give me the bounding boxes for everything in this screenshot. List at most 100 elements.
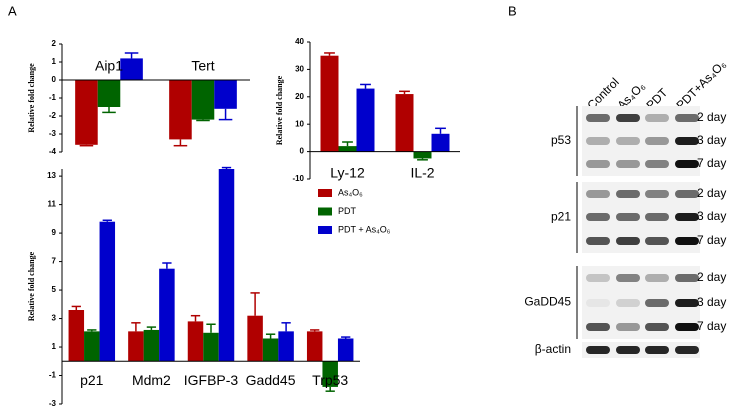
bar	[320, 55, 339, 152]
y-tick-label: 0	[52, 75, 57, 84]
bar	[262, 338, 279, 362]
y-tick-label: 5	[52, 285, 57, 294]
y-tick-label: 11	[48, 200, 57, 209]
legend-label: PDT + As₄O₆	[338, 224, 391, 234]
bar	[431, 133, 450, 152]
time-label: 2 day	[697, 110, 726, 124]
loading-control-label: β-actin	[535, 342, 571, 356]
blot-band	[616, 160, 640, 168]
y-tick-label: 40	[295, 37, 304, 46]
legend-swatch	[318, 207, 332, 216]
blot-band	[675, 190, 699, 198]
blot-band	[645, 114, 669, 122]
bar	[247, 315, 263, 362]
blot-band	[675, 213, 699, 221]
blot-band	[645, 190, 669, 198]
blot-band	[616, 137, 640, 145]
bar	[395, 94, 414, 152]
x-category-label: IL-2	[410, 164, 434, 180]
legend-swatch	[318, 226, 332, 234]
bar	[356, 88, 375, 152]
bar	[191, 80, 215, 120]
y-tick-label: -1	[49, 371, 57, 380]
blot-band	[675, 274, 699, 282]
x-category-label: Aip1	[95, 58, 123, 74]
blot-band	[645, 160, 669, 168]
y-tick-label: 13	[47, 171, 56, 180]
panel-label: B	[508, 3, 517, 18]
y-tick-label: 1	[52, 57, 57, 66]
blot-band	[586, 213, 610, 221]
legend-label: PDT	[338, 206, 357, 216]
blot-band	[645, 346, 669, 354]
group-label: GaDD45	[524, 295, 571, 309]
bar	[337, 338, 354, 362]
bar	[278, 331, 294, 362]
bar	[128, 331, 144, 362]
blot-background	[582, 342, 700, 358]
blot-band	[645, 213, 669, 221]
y-tick-label: 7	[52, 257, 57, 266]
y-tick-label: 1	[52, 342, 57, 351]
y-tick-label: 10	[295, 119, 304, 128]
blot-band	[645, 137, 669, 145]
y-axis-label: Relative fold change	[275, 75, 284, 145]
y-tick-label: 20	[295, 92, 304, 101]
bar	[169, 80, 192, 140]
blot-band	[616, 346, 640, 354]
bar	[99, 221, 116, 362]
blot-band	[586, 114, 610, 122]
y-tick-label: -3	[49, 129, 57, 138]
blot-band	[586, 160, 610, 168]
time-label: 3 day	[697, 295, 726, 309]
blot-band	[645, 274, 669, 282]
bar	[159, 268, 175, 362]
y-tick-label: -4	[49, 147, 57, 156]
time-label: 7 day	[697, 319, 726, 333]
legend-label: As₄O₆	[338, 187, 363, 197]
blot-band	[675, 323, 699, 331]
group-label: p53	[551, 133, 571, 147]
y-tick-label: -2	[49, 111, 57, 120]
blot-band	[616, 323, 640, 331]
blot-band	[616, 274, 640, 282]
x-category-label: p21	[80, 372, 104, 388]
blot-band	[586, 237, 610, 245]
blot-band	[675, 346, 699, 354]
x-category-label: Ly-12	[330, 164, 365, 180]
blot-band	[586, 137, 610, 145]
bar	[203, 332, 219, 362]
y-tick-label: 30	[295, 65, 304, 74]
bar	[214, 80, 237, 109]
bar	[187, 321, 204, 362]
blot-band	[586, 346, 610, 354]
blot-band	[645, 299, 669, 307]
y-tick-label: 0	[300, 147, 305, 156]
bar	[75, 80, 98, 145]
bar	[218, 169, 235, 362]
blot-band	[586, 274, 610, 282]
group-label: p21	[551, 210, 571, 224]
y-axis-label: Relative fold change	[27, 63, 36, 133]
blot-band	[675, 160, 699, 168]
blot-band	[586, 323, 610, 331]
y-tick-label: -1	[49, 93, 57, 102]
blot-band	[616, 213, 640, 221]
bar	[84, 331, 100, 362]
time-label: 7 day	[697, 233, 726, 247]
bar	[322, 361, 338, 387]
bar	[338, 146, 357, 152]
blot-band	[675, 299, 699, 307]
y-tick-label: 2	[52, 39, 57, 48]
time-label: 2 day	[697, 186, 726, 200]
blot-band	[675, 137, 699, 145]
y-axis-label: Relative fold change	[27, 251, 36, 321]
y-tick-label: 9	[52, 228, 57, 237]
blot-band	[616, 299, 640, 307]
time-label: 2 day	[697, 270, 726, 284]
bar	[97, 80, 121, 107]
y-tick-label: -3	[49, 399, 57, 408]
bar	[306, 331, 323, 362]
bar	[143, 329, 160, 362]
